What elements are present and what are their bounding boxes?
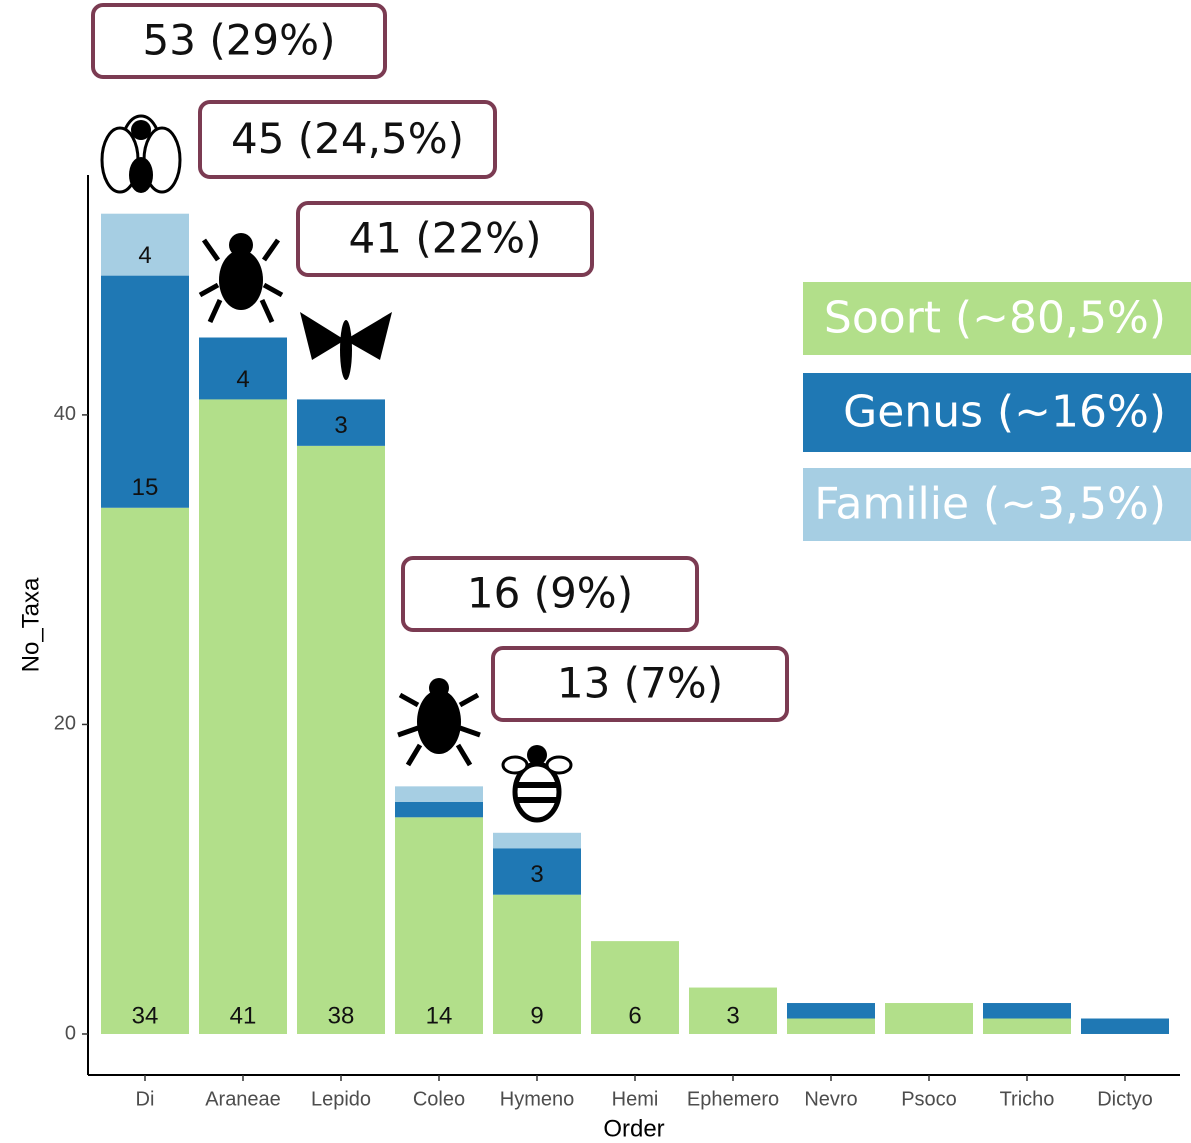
bar-segment — [591, 941, 679, 1034]
x-tick-label: Araneae — [205, 1088, 281, 1110]
bar-segment — [395, 817, 483, 1034]
legend-label: Soort (~80,5%) — [824, 293, 1166, 344]
value-label: 3 — [530, 861, 543, 888]
bar-segment — [101, 213, 189, 276]
x-tick-label: Hemi — [612, 1088, 659, 1110]
annotation-box — [296, 201, 594, 277]
bar-segment — [493, 894, 581, 1034]
bar-segment — [885, 1003, 973, 1034]
x-tick-label: Hymeno — [500, 1088, 574, 1110]
value-label: 4 — [138, 242, 151, 269]
bar-segment — [297, 445, 385, 1034]
bar-segment — [983, 1003, 1071, 1019]
annotation: 41 (22%) — [349, 214, 542, 263]
x-tick-label: Di — [136, 1088, 155, 1110]
legend-label: Familie (~3,5%) — [814, 479, 1166, 530]
insect-icons — [100, 114, 573, 823]
y-tick-label: 0 — [65, 1022, 76, 1044]
legend-swatch — [803, 373, 1191, 452]
x-tick-label: Tricho — [1000, 1088, 1055, 1110]
x-tick-label: Dictyo — [1097, 1088, 1153, 1110]
bar-segment — [395, 801, 483, 818]
x-tick-label: Coleo — [413, 1088, 465, 1110]
x-axis-title: Order — [603, 1115, 664, 1142]
value-label: 15 — [132, 474, 159, 501]
value-label: 4 — [236, 366, 249, 393]
y-tick-label: 40 — [54, 403, 76, 425]
value-label: 14 — [426, 1002, 453, 1029]
x-tick-label: Lepido — [311, 1088, 371, 1110]
x-tick-label: Psoco — [901, 1088, 957, 1110]
bar-segment — [1081, 1018, 1169, 1034]
legend-swatch — [803, 468, 1191, 541]
bar-segment — [983, 1018, 1071, 1034]
bar-segment — [787, 1003, 875, 1019]
bar-segment — [297, 399, 385, 446]
annotation-box — [491, 646, 789, 722]
x-tick-label: Nevro — [804, 1088, 857, 1110]
bar-segment — [787, 1018, 875, 1034]
bar-segment — [395, 786, 483, 802]
y-axis-title: No_Taxa — [17, 577, 44, 672]
value-label: 38 — [328, 1002, 355, 1029]
annotation-box — [198, 100, 497, 179]
value-label: 3 — [726, 1002, 739, 1029]
value-label: 34 — [132, 1002, 159, 1029]
x-tick-label: Ephemero — [687, 1088, 779, 1110]
bar-segment — [199, 337, 287, 400]
annotation: 45 (24,5%) — [231, 114, 464, 163]
legend-label: Genus (~16%) — [843, 387, 1166, 438]
bar-segment — [101, 275, 189, 508]
value-label: 6 — [628, 1002, 641, 1029]
annotation-box — [401, 556, 699, 632]
bar-segment — [199, 399, 287, 1034]
value-label: 9 — [530, 1002, 543, 1029]
bar-segment — [101, 507, 189, 1034]
annotation: 16 (9%) — [467, 569, 633, 618]
bar-segment — [493, 848, 581, 895]
legend-swatch — [803, 282, 1191, 355]
value-label: 41 — [230, 1002, 257, 1029]
annotation-box — [91, 3, 387, 79]
annotation: 13 (7%) — [557, 659, 723, 708]
bar-segment — [689, 987, 777, 1034]
value-label: 3 — [334, 412, 347, 439]
bar-segment — [493, 832, 581, 849]
annotation: 53 (29%) — [143, 16, 336, 65]
y-tick-label: 20 — [54, 713, 76, 735]
